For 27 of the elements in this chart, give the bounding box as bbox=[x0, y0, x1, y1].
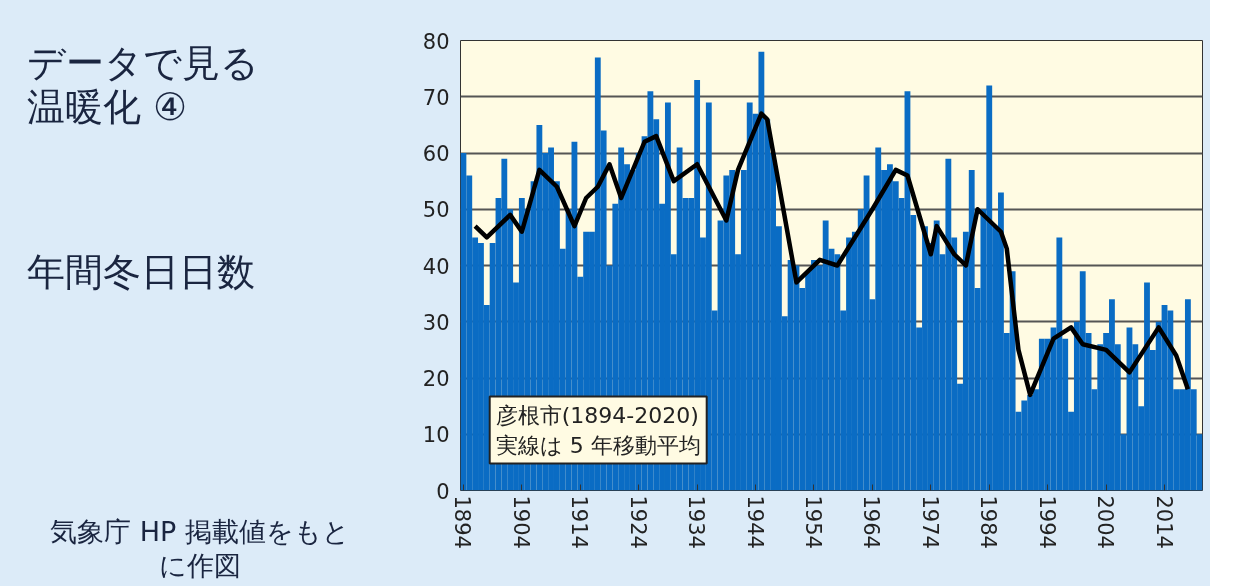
y-tick-label: 70 bbox=[422, 85, 450, 110]
x-tick-label: 1974 bbox=[917, 495, 942, 549]
x-tick-label: 1924 bbox=[625, 495, 650, 549]
y-axis-title: 年間冬日日数 bbox=[27, 249, 255, 296]
y-tick-label: 50 bbox=[422, 198, 450, 223]
x-tick-label: 2004 bbox=[1093, 495, 1118, 549]
x-tick-label: 1894 bbox=[450, 495, 475, 549]
y-tick-label: 0 bbox=[436, 479, 450, 504]
x-tick-label: 1934 bbox=[684, 495, 709, 549]
y-tick-label: 80 bbox=[422, 29, 450, 54]
x-tick-label: 1904 bbox=[508, 495, 533, 549]
x-tick-label: 1914 bbox=[567, 495, 592, 549]
x-tick-label: 1994 bbox=[1034, 495, 1059, 549]
x-tick-label: 1984 bbox=[976, 495, 1001, 549]
y-tick-label: 10 bbox=[422, 423, 450, 448]
y-tick-label: 20 bbox=[422, 367, 450, 391]
x-tick-label: 1944 bbox=[742, 495, 767, 549]
x-tick-label: 1954 bbox=[800, 495, 825, 549]
line-series bbox=[472, 111, 1191, 398]
y-tick-label: 30 bbox=[422, 310, 450, 335]
x-tick-label: 2014 bbox=[1151, 495, 1176, 549]
text: データで見る温暖化 ④ bbox=[27, 41, 260, 129]
x-tick-label: 1964 bbox=[859, 495, 884, 549]
y-tick-label: 60 bbox=[422, 142, 450, 166]
annotation: 彦根市(1894-2020) 実線は 5 年移動平均 bbox=[495, 402, 701, 458]
text: 気象庁 HP 掲載値をもとに作図 bbox=[49, 515, 351, 583]
y-tick-label: 40 bbox=[422, 254, 450, 279]
